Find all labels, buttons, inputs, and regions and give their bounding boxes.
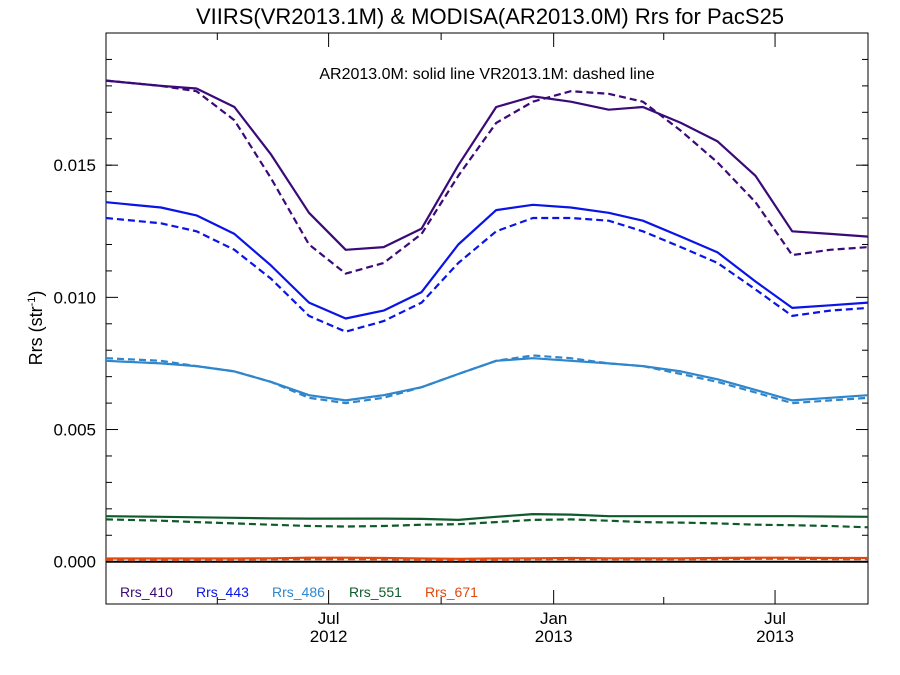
series-line-rrs-443-dashed — [105, 216, 869, 333]
legend-item-rrs-551: Rrs_551 — [349, 584, 402, 600]
x-tick-year-1: 2013 — [535, 627, 573, 646]
chart-title: VIIRS(VR2013.1M) & MODISA(AR2013.0M) Rrs… — [196, 4, 784, 29]
series-line-rrs-486-dashed — [105, 354, 869, 405]
y-tick-label-3: 0.015 — [53, 156, 96, 175]
y-axis-label: Rrs (str-1) — [26, 291, 46, 366]
series-line-rrs-410-dashed — [105, 79, 869, 275]
series-line-rrs-486-solid — [105, 357, 869, 402]
y-tick-label-1: 0.005 — [53, 421, 96, 440]
plot-area: 0.0000.0050.0100.015Jul2012Jan2013Jul201… — [53, 32, 869, 646]
series-line-rrs-551-solid — [105, 512, 869, 522]
series-line-rrs-443-solid — [105, 201, 869, 320]
legend-item-rrs-443: Rrs_443 — [196, 584, 249, 600]
y-tick-label-2: 0.010 — [53, 288, 96, 307]
x-tick-label-0: Jul — [318, 609, 340, 628]
series-line-rrs-551-dashed — [105, 518, 869, 529]
series-line-rrs-410-solid — [105, 79, 869, 251]
line-style-annotation: AR2013.0M: solid line VR2013.1M: dashed … — [319, 66, 654, 83]
x-tick-label-2: Jul — [764, 609, 786, 628]
legend-item-rrs-486: Rrs_486 — [272, 584, 325, 600]
x-tick-label-1: Jan — [540, 609, 567, 628]
legend-item-rrs-671: Rrs_671 — [425, 584, 478, 600]
legend-item-rrs-410: Rrs_410 — [120, 584, 173, 600]
plot-frame — [105, 32, 869, 605]
y-tick-label-0: 0.000 — [53, 553, 96, 572]
series-line-rrs-671-dashed — [106, 557, 868, 562]
x-tick-year-0: 2012 — [310, 627, 348, 646]
x-tick-year-2: 2013 — [756, 627, 794, 646]
